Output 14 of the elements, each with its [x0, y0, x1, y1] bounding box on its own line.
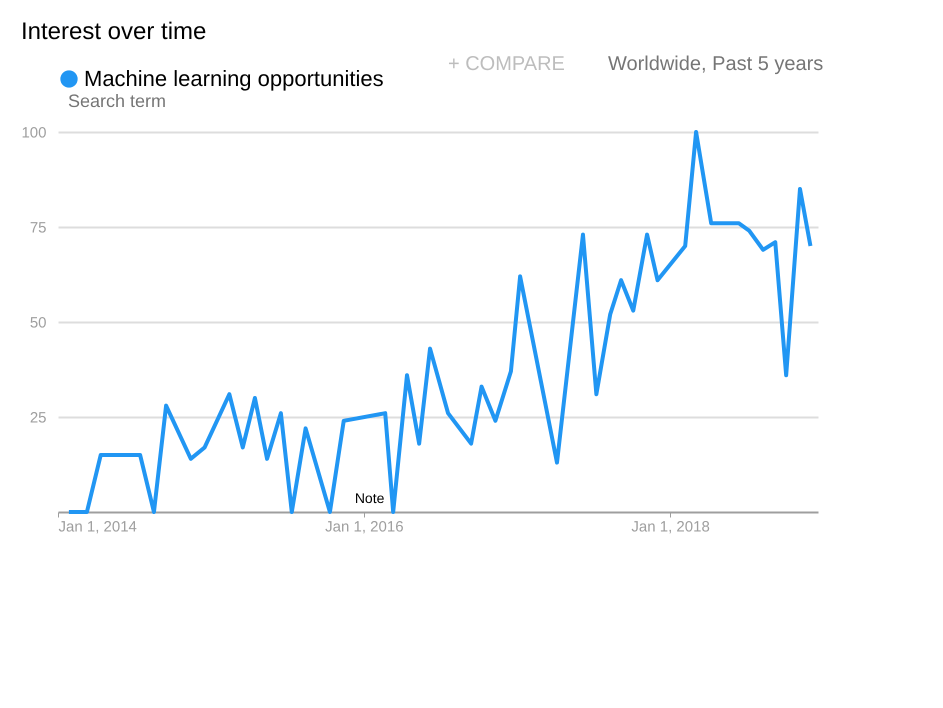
- x-tick-label: Jan 1, 2016: [325, 518, 404, 536]
- annotation: Note: [354, 490, 385, 506]
- line-series: [66, 130, 812, 514]
- text: Search term: [68, 91, 166, 111]
- text: + COMPARE: [448, 53, 565, 75]
- legend-label: Machine learning opportunities: [84, 66, 384, 91]
- x-tick-label: Jan 1, 2014: [58, 518, 137, 536]
- text: Worldwide, Past 5 years: [608, 53, 824, 75]
- x-tick-label: Jan 1, 2018: [631, 518, 710, 536]
- y-tick-label: 75: [30, 220, 46, 236]
- y-tick-label: 100: [21, 124, 46, 142]
- y-tick-label: 50: [30, 314, 46, 332]
- y-tick-label: 25: [30, 410, 46, 426]
- chart-title: Interest over time: [20, 18, 206, 45]
